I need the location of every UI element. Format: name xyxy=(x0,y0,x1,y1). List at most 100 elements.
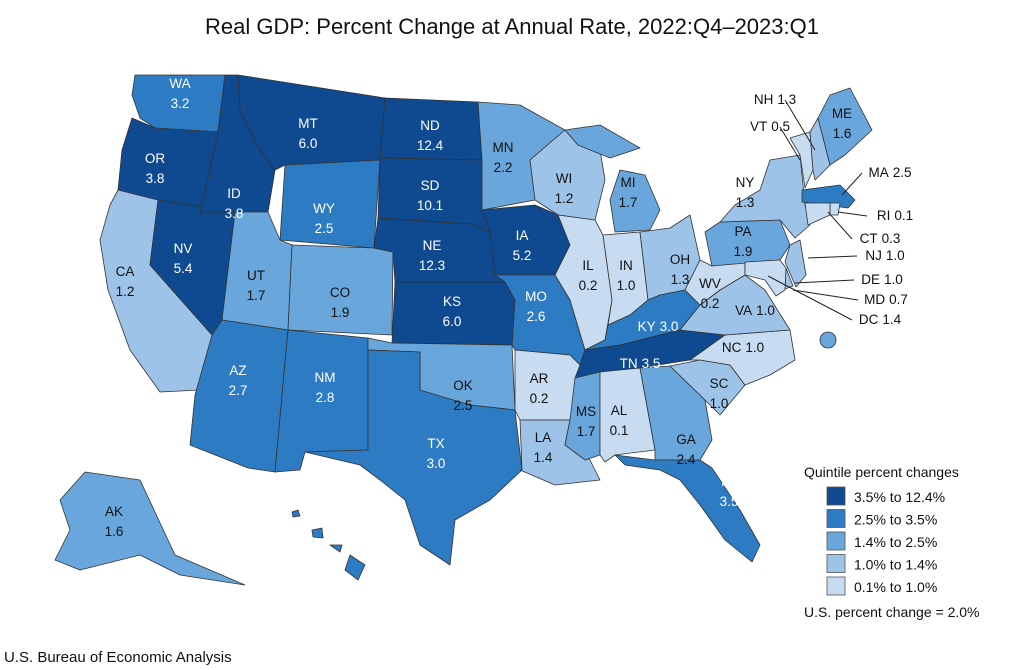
state-abbr-label: AZ xyxy=(229,363,246,378)
state-value-label: 3.0 xyxy=(427,456,446,471)
state-value-label: 1.6 xyxy=(105,524,124,539)
state-shape[interactable] xyxy=(801,184,856,209)
state-abbr-label: VA xyxy=(735,303,752,318)
state-abbr-label: RI xyxy=(877,208,891,223)
state-nh[interactable] xyxy=(809,117,831,181)
state-abbr-label: TN xyxy=(620,356,638,371)
state-ma[interactable] xyxy=(801,184,856,209)
state-value-label: 1.9 xyxy=(734,244,753,259)
state-shape[interactable] xyxy=(291,509,301,518)
state-value-label: 3.8 xyxy=(146,171,165,186)
legend-item-label: 1.0% to 1.4% xyxy=(854,557,937,573)
state-abbr-label: OR xyxy=(145,151,166,166)
state-abbr-label: ME xyxy=(832,106,852,121)
state-co[interactable] xyxy=(287,244,394,336)
state-shape[interactable] xyxy=(311,527,324,539)
state-label: MA 2.5 xyxy=(868,165,911,180)
state-dc[interactable] xyxy=(819,331,837,349)
state-nj[interactable] xyxy=(784,239,807,288)
state-abbr-label: WI xyxy=(556,171,573,186)
state-label: MD 0.7 xyxy=(864,292,908,307)
state-value-label: 6.0 xyxy=(299,136,318,151)
state-md[interactable] xyxy=(744,259,787,297)
state-abbr-label: MI xyxy=(621,175,636,190)
state-label: NH 1.3 xyxy=(754,92,796,107)
state-abbr-label: MD xyxy=(864,292,885,307)
state-mi[interactable] xyxy=(564,124,661,233)
state-abbr-label: NY xyxy=(736,175,755,190)
leader-line xyxy=(784,99,816,151)
state-abbr-label: IN xyxy=(619,258,633,273)
state-value-label: 0.2 xyxy=(579,278,598,293)
state-shape[interactable] xyxy=(614,454,761,563)
state-ri[interactable] xyxy=(829,202,841,216)
state-value-label: 3.0 xyxy=(660,319,679,334)
state-abbr-label: DE xyxy=(861,272,880,287)
state-shape[interactable] xyxy=(304,349,523,566)
us-total-label: U.S. percent change = 2.0% xyxy=(804,604,980,620)
state-vt[interactable] xyxy=(789,131,814,189)
state-abbr-label: KY xyxy=(638,319,656,334)
state-shape[interactable] xyxy=(789,131,814,189)
state-abbr-label: VT xyxy=(750,119,767,134)
state-ak[interactable] xyxy=(54,471,246,586)
state-value-label: 1.0 xyxy=(745,340,764,355)
state-value-label: 1.6 xyxy=(833,126,852,141)
state-value-label: 3.5 xyxy=(720,494,739,509)
state-value-label: 1.3 xyxy=(736,195,755,210)
state-shape[interactable] xyxy=(784,239,807,288)
state-abbr-label: CO xyxy=(330,285,350,300)
state-value-label: 1.7 xyxy=(247,288,266,303)
state-shape[interactable] xyxy=(829,202,841,216)
state-shape[interactable] xyxy=(819,331,837,349)
state-abbr-label: MT xyxy=(298,116,318,131)
state-shape[interactable] xyxy=(804,202,831,226)
state-value-label: 2.2 xyxy=(494,160,513,175)
state-value-label: 0.5 xyxy=(771,119,790,134)
state-label: KY 3.0 xyxy=(638,319,679,334)
state-tx[interactable] xyxy=(304,349,523,566)
state-value-label: 5.2 xyxy=(513,248,532,263)
state-hi[interactable] xyxy=(291,509,366,581)
state-value-label: 1.3 xyxy=(777,92,796,107)
leader-line xyxy=(794,279,855,284)
state-value-label: 3.8 xyxy=(225,206,244,221)
state-abbr-label: SD xyxy=(421,178,440,193)
state-value-label: 1.2 xyxy=(116,284,135,299)
state-abbr-label: OK xyxy=(453,378,473,393)
state-ny[interactable] xyxy=(719,154,811,239)
map-title: Real GDP: Percent Change at Annual Rate,… xyxy=(205,14,819,39)
state-value-label: 0.1 xyxy=(610,423,629,438)
state-abbr-label: FL xyxy=(721,474,737,489)
state-me[interactable] xyxy=(817,87,873,166)
state-shape[interactable] xyxy=(744,259,787,297)
state-abbr-label: AL xyxy=(611,403,628,418)
state-shape[interactable] xyxy=(564,124,641,159)
state-abbr-label: WY xyxy=(313,201,335,216)
state-shape[interactable] xyxy=(719,154,811,239)
state-value-label: 1.7 xyxy=(619,195,638,210)
state-abbr-label: NM xyxy=(315,370,336,385)
state-label: VA 1.0 xyxy=(735,303,775,318)
state-shape[interactable] xyxy=(329,544,343,553)
state-shape[interactable] xyxy=(287,244,394,336)
state-abbr-label: NV xyxy=(174,241,193,256)
legend-swatch xyxy=(826,486,846,506)
state-label: CT 0.3 xyxy=(860,231,901,246)
state-shape[interactable] xyxy=(54,471,246,586)
state-value-label: 2.7 xyxy=(229,383,248,398)
state-shape[interactable] xyxy=(809,117,831,181)
state-abbr-label: AK xyxy=(105,504,123,519)
state-value-label: 1.7 xyxy=(577,424,596,439)
leader-line xyxy=(792,289,859,301)
state-value-label: 3.2 xyxy=(263,579,282,594)
state-shape[interactable] xyxy=(344,554,366,581)
state-fl[interactable] xyxy=(614,454,761,563)
state-ct[interactable] xyxy=(804,202,831,226)
leader-line xyxy=(827,211,853,240)
state-shape[interactable] xyxy=(609,169,661,233)
state-label: VT 0.5 xyxy=(750,119,790,134)
state-value-label: 1.3 xyxy=(671,272,690,287)
state-value-label: 0.7 xyxy=(889,292,908,307)
state-shape[interactable] xyxy=(817,87,873,166)
